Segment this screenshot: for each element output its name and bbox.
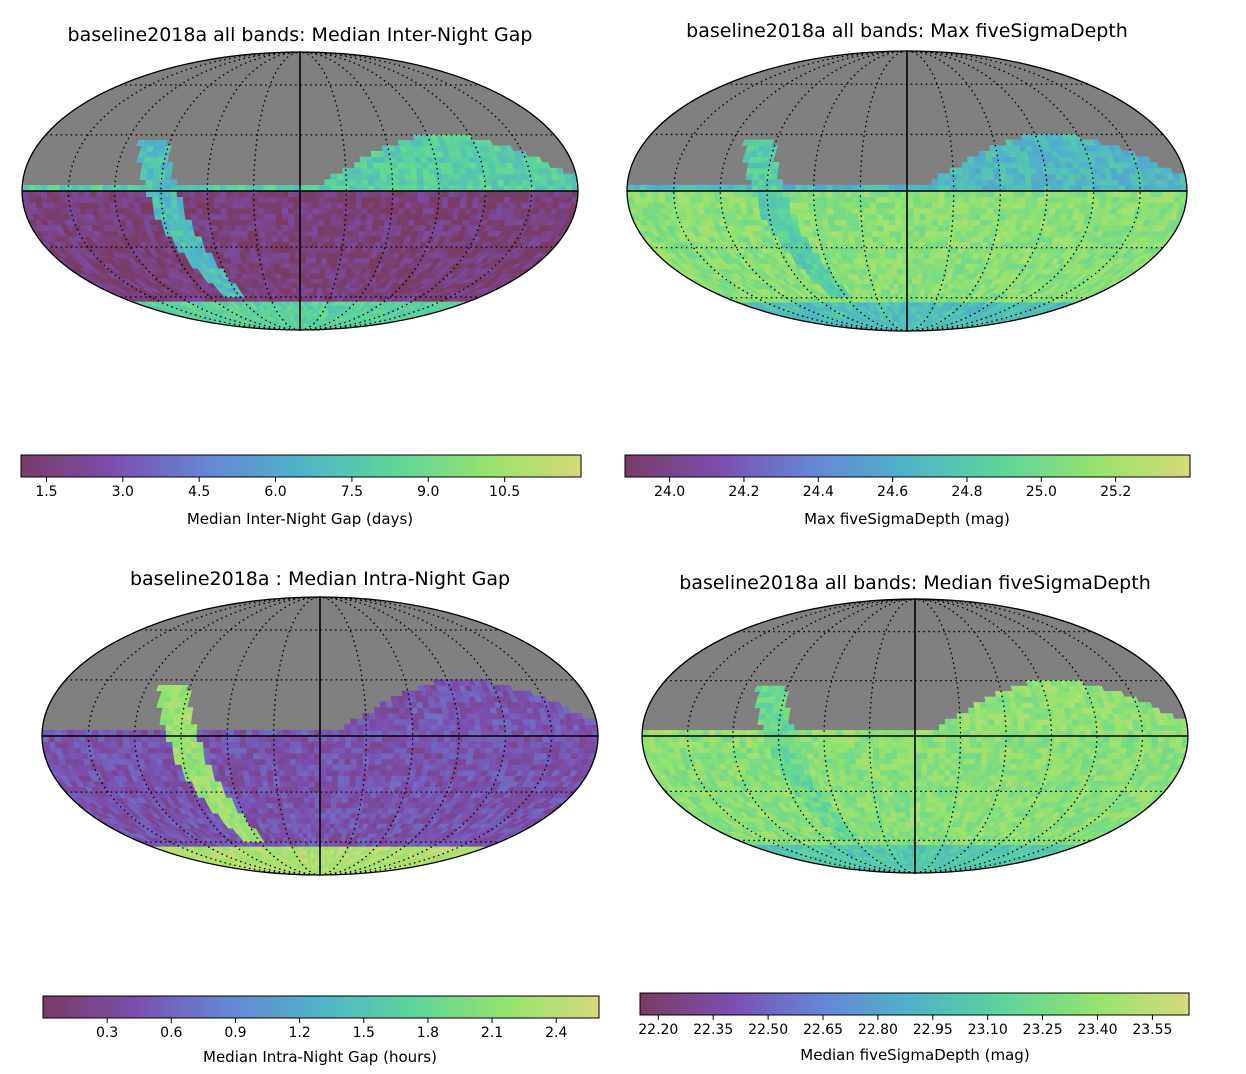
- mollweide-map-1: [20, 51, 582, 482]
